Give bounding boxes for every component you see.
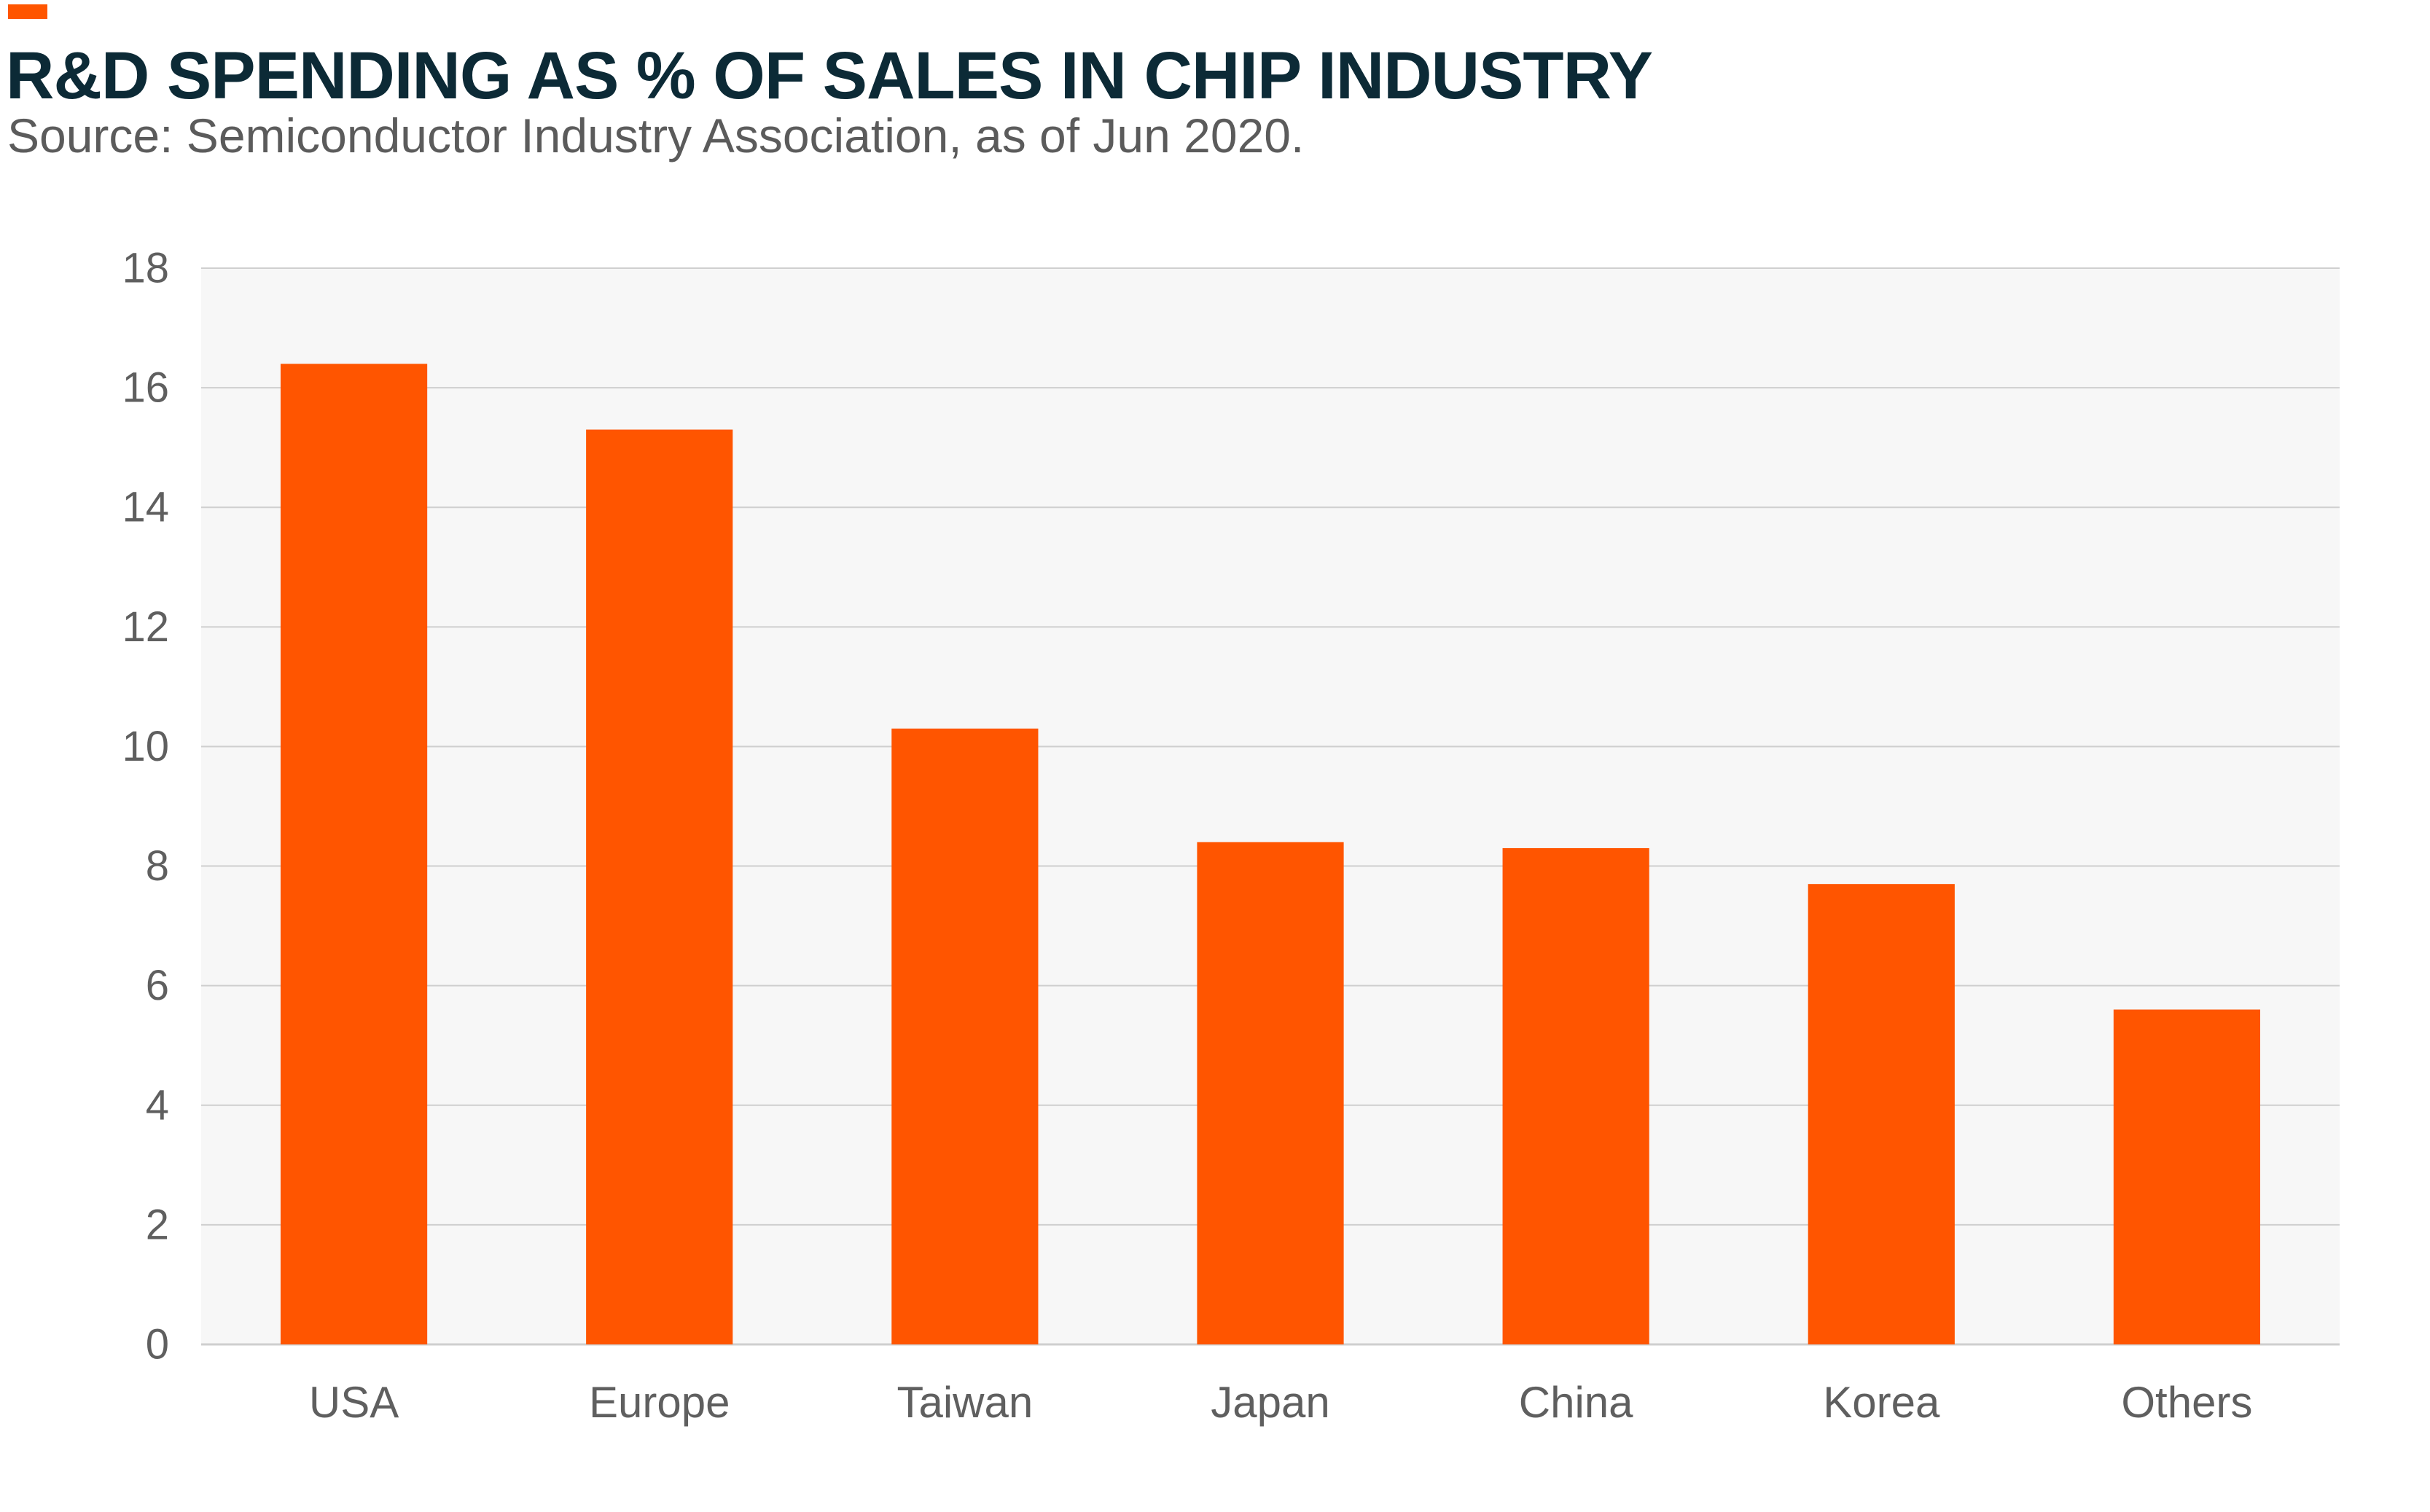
y-tick-label: 18	[122, 245, 169, 292]
bar-china	[1502, 847, 1649, 1344]
y-tick-label: 4	[146, 1081, 169, 1129]
x-tick-label-europe: Europe	[589, 1378, 730, 1427]
chart-title: R&D SPENDING AS % OF SALES IN CHIP INDUS…	[6, 39, 1653, 113]
x-tick-label-japan: Japan	[1211, 1378, 1329, 1427]
y-tick-label: 16	[122, 364, 169, 412]
y-tick-label: 10	[122, 723, 169, 770]
y-tick-label: 2	[146, 1201, 169, 1248]
bar-korea	[1808, 884, 1955, 1344]
accent-mark	[8, 4, 47, 19]
x-tick-label-china: China	[1519, 1378, 1633, 1427]
bar-japan	[1197, 842, 1344, 1344]
y-tick-label: 8	[146, 842, 169, 890]
y-tick-label: 6	[146, 962, 169, 1009]
y-axis-ticks: 0 2 4 6 8 10 12 14 16 18	[122, 245, 169, 1368]
bars	[280, 364, 2261, 1345]
x-tick-label-others: Others	[2121, 1378, 2252, 1427]
y-tick-label: 14	[122, 484, 169, 531]
bar-usa	[280, 364, 428, 1345]
bar-europe	[586, 429, 733, 1344]
bar-taiwan	[891, 728, 1039, 1344]
x-axis-labels: USA Europe Taiwan Japan China Korea Others	[309, 1378, 2253, 1427]
y-tick-label: 0	[146, 1321, 169, 1368]
y-tick-label: 12	[122, 603, 169, 651]
x-tick-label-usa: USA	[309, 1378, 399, 1427]
bar-others	[2113, 1009, 2261, 1344]
chart-subtitle: Source: Semiconductor Industry Associati…	[7, 109, 1305, 162]
x-tick-label-korea: Korea	[1823, 1378, 1940, 1427]
x-tick-label-taiwan: Taiwan	[896, 1378, 1033, 1427]
